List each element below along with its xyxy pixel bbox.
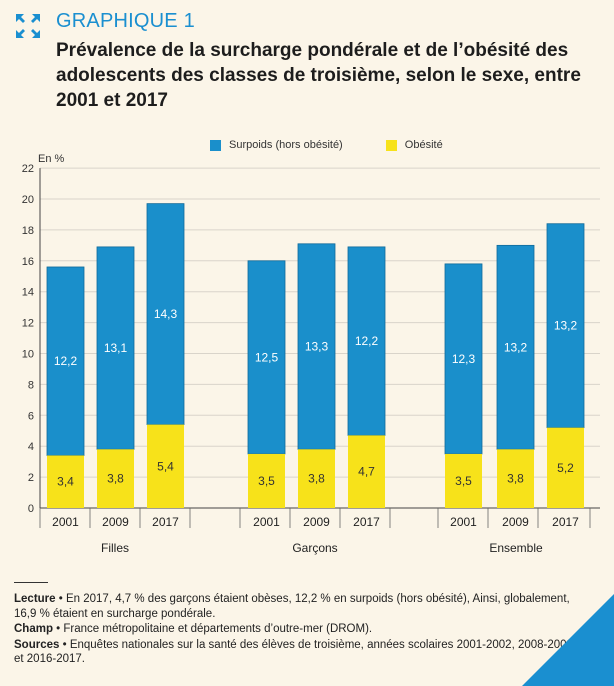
- note-lecture-label: Lecture: [14, 593, 56, 605]
- bar-chart: 0 2 4 6 8 10 12 14 16 18 20 22 12,2 3,4 13,1 3,8 14,3 5,4…: [22, 163, 600, 555]
- x-tick-label: 2009: [303, 515, 330, 529]
- y-tick-label: 12: [22, 318, 34, 330]
- note-sources-text: Enquêtes nationales sur la santé des élè…: [14, 638, 573, 666]
- x-tick-label: 2017: [552, 515, 579, 529]
- note-sep: •: [52, 623, 64, 635]
- legend-label-obesite: Obésité: [404, 139, 443, 151]
- bar-obesite: [298, 449, 335, 508]
- note-lecture: Lecture • En 2017, 4,7 % des garçons éta…: [14, 592, 574, 621]
- bar-obesite: [97, 449, 134, 508]
- legend: Surpoids (hors obésité) Obésité: [210, 139, 483, 154]
- legend-label-surpoids: Surpoids (hors obésité): [229, 139, 343, 151]
- bar-obesite: [248, 453, 285, 508]
- note-champ-label: Champ: [14, 623, 53, 635]
- data-label-surpoids: 13,3: [305, 340, 329, 354]
- bar-surpoids: [247, 260, 286, 455]
- y-tick-label: 0: [28, 503, 34, 515]
- note-champ-text: France métropolitaine et départements d’…: [63, 623, 373, 635]
- y-tick-label: 8: [28, 379, 34, 391]
- group-label: Garçons: [292, 541, 337, 555]
- data-label-surpoids: 14,3: [154, 307, 178, 321]
- unit-label: En %: [38, 153, 65, 165]
- group-label: Filles: [101, 541, 129, 555]
- y-tick-label: 14: [22, 287, 34, 299]
- note-sep: •: [55, 593, 66, 605]
- bar-surpoids: [297, 243, 336, 450]
- y-tick-label: 16: [22, 256, 34, 268]
- data-label-surpoids: 12,3: [452, 352, 476, 366]
- notes-divider: [14, 582, 48, 583]
- data-label-surpoids: 13,2: [504, 340, 528, 354]
- data-label-surpoids: 12,5: [255, 350, 279, 364]
- legend-item-surpoids: Surpoids (hors obésité): [210, 139, 343, 151]
- y-tick-label: 20: [22, 194, 34, 206]
- data-label-obesite: 3,8: [308, 472, 325, 486]
- bar-obesite: [445, 453, 482, 508]
- legend-item-obesite: Obésité: [385, 139, 443, 151]
- data-label-obesite: 4,7: [358, 465, 375, 479]
- group-label: Ensemble: [489, 541, 543, 555]
- data-label-obesite: 3,8: [107, 472, 124, 486]
- data-label-surpoids: 13,1: [104, 341, 128, 355]
- bar-obesite: [547, 427, 584, 508]
- data-label-obesite: 3,8: [507, 472, 524, 486]
- bar-surpoids: [444, 263, 483, 455]
- x-tick-label: 2009: [502, 515, 529, 529]
- expand-arrows-icon: [16, 14, 40, 38]
- legend-swatch-obesite: [385, 139, 397, 151]
- bar-surpoids: [496, 244, 535, 450]
- note-sources-label: Sources: [14, 638, 60, 651]
- graph-label: GRAPHIQUE 1: [56, 10, 195, 32]
- data-label-obesite: 3,5: [258, 474, 275, 488]
- bar-obesite: [497, 449, 534, 508]
- data-label-obesite: 3,5: [455, 474, 472, 488]
- bar-obesite: [147, 424, 184, 508]
- x-tick-label: 2017: [152, 515, 179, 529]
- note-sep: •: [59, 638, 70, 651]
- data-label-obesite: 5,2: [557, 461, 574, 475]
- y-tick-label: 22: [22, 163, 34, 175]
- bar-surpoids: [146, 203, 185, 425]
- bar-obesite: [348, 435, 385, 508]
- y-tick-label: 4: [28, 441, 34, 453]
- bar-obesite: [47, 455, 84, 508]
- y-tick-label: 10: [22, 349, 34, 361]
- chart-title: Prévalence de la surcharge pondérale et …: [56, 40, 581, 111]
- notes: Lecture • En 2017, 4,7 % des garçons éta…: [14, 592, 574, 668]
- corner-decoration: [522, 594, 614, 686]
- y-tick-label: 18: [22, 225, 34, 237]
- x-tick-label: 2001: [253, 515, 280, 529]
- x-tick-label: 2009: [102, 515, 129, 529]
- data-label-surpoids: 13,2: [554, 319, 578, 333]
- data-label-surpoids: 12,2: [54, 354, 78, 368]
- legend-swatch-surpoids: [210, 139, 221, 151]
- note-sources: Sources • Enquêtes nationales sur la san…: [14, 638, 574, 667]
- note-lecture-text: En 2017, 4,7 % des garçons étaient obèse…: [14, 593, 570, 620]
- x-tick-label: 2001: [450, 515, 477, 529]
- y-tick-label: 6: [28, 410, 34, 422]
- note-champ: Champ • France métropolitaine et départe…: [14, 622, 574, 637]
- data-label-obesite: 5,4: [157, 459, 174, 473]
- x-tick-label: 2017: [353, 515, 380, 529]
- data-label-obesite: 3,4: [57, 475, 74, 489]
- x-tick-label: 2001: [52, 515, 79, 529]
- y-tick-label: 2: [28, 472, 34, 484]
- bar-surpoids: [546, 223, 585, 429]
- data-label-surpoids: 12,2: [355, 334, 379, 348]
